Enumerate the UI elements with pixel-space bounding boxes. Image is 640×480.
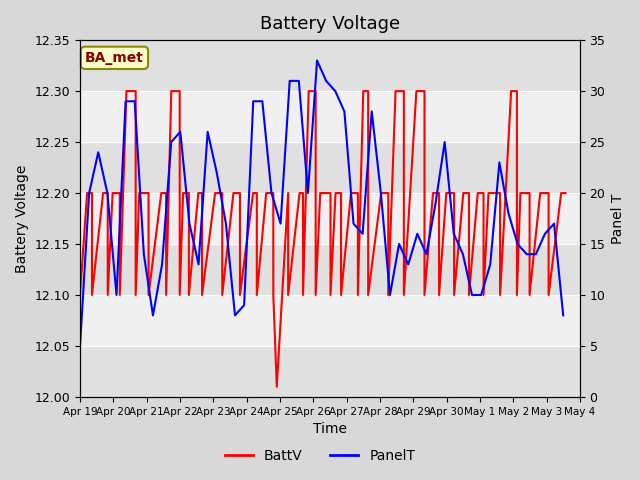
X-axis label: Time: Time [313,422,347,436]
Legend: BattV, PanelT: BattV, PanelT [220,443,420,468]
Text: BA_met: BA_met [85,51,144,65]
Bar [80,244,580,295]
Title: Battery Voltage: Battery Voltage [260,15,400,33]
Y-axis label: Battery Voltage: Battery Voltage [15,164,29,273]
Y-axis label: Panel T: Panel T [611,193,625,244]
Bar [80,91,580,142]
Bar [80,40,580,91]
Bar [80,142,580,193]
Bar [80,346,580,397]
Bar [80,193,580,244]
Bar [80,295,580,346]
